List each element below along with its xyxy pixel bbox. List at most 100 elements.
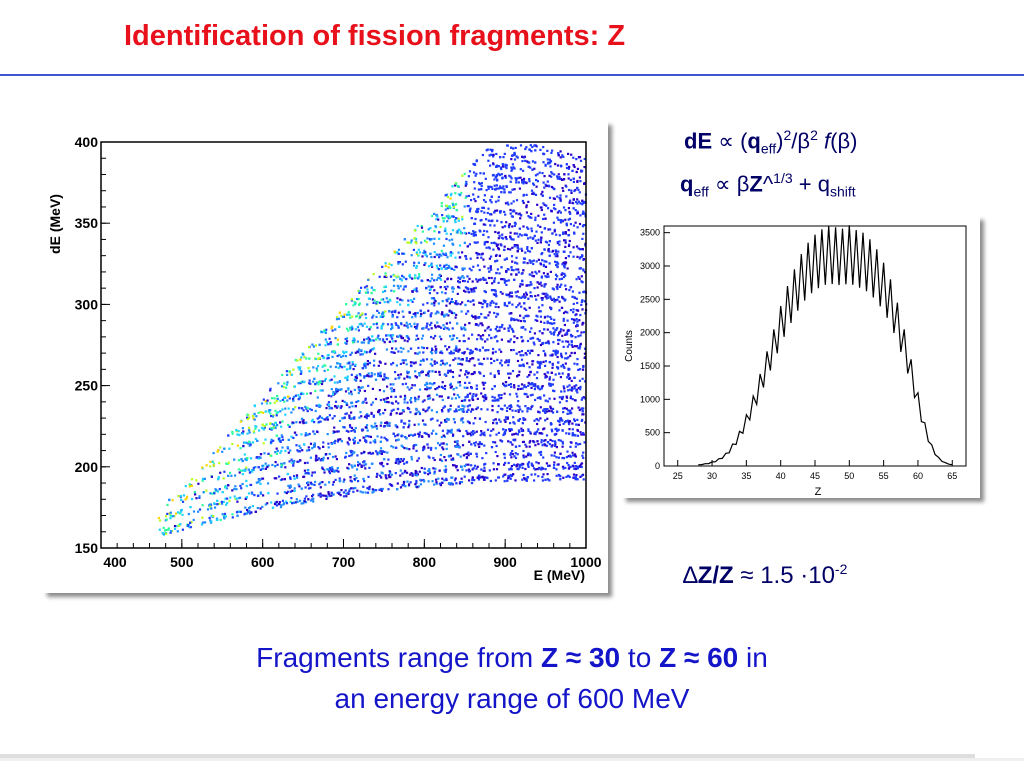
scatter-point: [323, 369, 326, 372]
scatter-point: [566, 267, 569, 270]
scatter-point: [343, 351, 346, 355]
scatter-point: [487, 236, 490, 239]
scatter-point: [375, 427, 379, 430]
scatter-point: [547, 464, 550, 467]
scatter-point: [447, 396, 450, 399]
scatter-point: [449, 483, 452, 486]
scatter-point: [293, 474, 296, 478]
scatter-point: [233, 458, 236, 461]
scatter-point: [371, 316, 374, 319]
scatter-point: [367, 414, 370, 417]
scatter-point: [380, 461, 384, 464]
scatter-point: [564, 218, 567, 221]
scatter-point: [417, 457, 420, 460]
scatter-point: [333, 375, 336, 378]
scatter-point: [173, 525, 177, 528]
scatter-point: [534, 431, 537, 434]
scatter-point: [307, 484, 310, 487]
scatter-point: [445, 288, 448, 291]
scatter-point: [481, 206, 484, 209]
scatter-point: [470, 314, 474, 317]
scatter-point: [538, 466, 541, 469]
scatter-point: [416, 459, 419, 462]
scatter-point: [409, 473, 412, 476]
scatter-point: [455, 347, 458, 350]
scatter-point: [403, 447, 406, 450]
scatter-point: [388, 483, 391, 486]
scatter-point: [353, 436, 356, 439]
scatter-point: [521, 178, 524, 182]
scatter-point: [488, 334, 491, 337]
scatter-point: [349, 364, 352, 367]
scatter-point: [463, 267, 466, 270]
scatter-point: [221, 513, 224, 516]
scatter-point: [565, 166, 569, 170]
scatter-point: [366, 360, 369, 363]
scatter-point: [221, 502, 224, 505]
scatter-point: [353, 442, 356, 445]
scatter-point: [253, 418, 256, 421]
scatter-point: [317, 446, 320, 449]
scatter-point: [430, 347, 434, 350]
scatter-point: [468, 352, 471, 355]
scatter-point: [436, 253, 439, 257]
scatter-point: [316, 369, 319, 372]
scatter-point: [522, 456, 525, 459]
scatter-point: [347, 388, 350, 391]
scatter-point: [458, 281, 461, 284]
scatter-point: [406, 480, 409, 483]
scatter-point: [532, 262, 535, 266]
scatter-point: [249, 483, 252, 487]
scatter-point: [512, 433, 516, 436]
scatter-point: [532, 191, 535, 194]
scatter-point: [455, 349, 458, 352]
scatter-point: [333, 392, 337, 395]
scatter-point: [345, 303, 348, 306]
scatter-point: [363, 322, 366, 325]
scatter-point: [581, 433, 584, 436]
scatter-point: [338, 492, 341, 495]
scatter-point: [393, 390, 396, 393]
scatter-point: [511, 453, 514, 456]
scatter-point: [581, 299, 584, 302]
scatter-point: [556, 164, 560, 167]
scatter-point: [415, 411, 418, 414]
scatter-point: [201, 521, 204, 524]
scatter-point: [353, 477, 356, 481]
scatter-point: [569, 395, 572, 398]
scatter-point: [579, 248, 582, 251]
scatter-point: [285, 500, 288, 503]
scatter-point: [361, 324, 364, 327]
scatter-point: [265, 402, 268, 405]
scatter-point: [564, 209, 567, 212]
scatter-point: [534, 193, 538, 196]
scatter-point: [446, 196, 450, 199]
scatter-point: [547, 162, 550, 165]
scatter-point: [549, 405, 552, 408]
scatter-point: [345, 368, 348, 371]
scatter-point: [504, 461, 507, 464]
scatter-point: [557, 428, 560, 431]
scatter-point: [556, 429, 559, 433]
scatter-point: [330, 378, 333, 381]
scatter-point: [366, 288, 369, 291]
scatter-point: [565, 400, 568, 403]
scatter-point: [350, 429, 353, 433]
scatter-point: [383, 373, 386, 376]
scatter-point: [295, 474, 299, 477]
scatter-point: [235, 497, 238, 500]
scatter-point: [275, 452, 278, 455]
scatter-point: [336, 467, 339, 470]
scatter-point: [522, 417, 525, 420]
scatter-point: [380, 489, 383, 492]
scatter-point: [548, 382, 551, 385]
scatter-point: [511, 246, 514, 249]
scatter-point: [514, 479, 517, 482]
scatter-point: [456, 469, 459, 472]
scatter-point: [391, 315, 394, 318]
scatter-point: [372, 288, 375, 291]
scatter-point: [303, 475, 306, 478]
scatter-point: [581, 368, 585, 371]
scatter-point: [525, 193, 528, 196]
scatter-point: [335, 469, 338, 472]
